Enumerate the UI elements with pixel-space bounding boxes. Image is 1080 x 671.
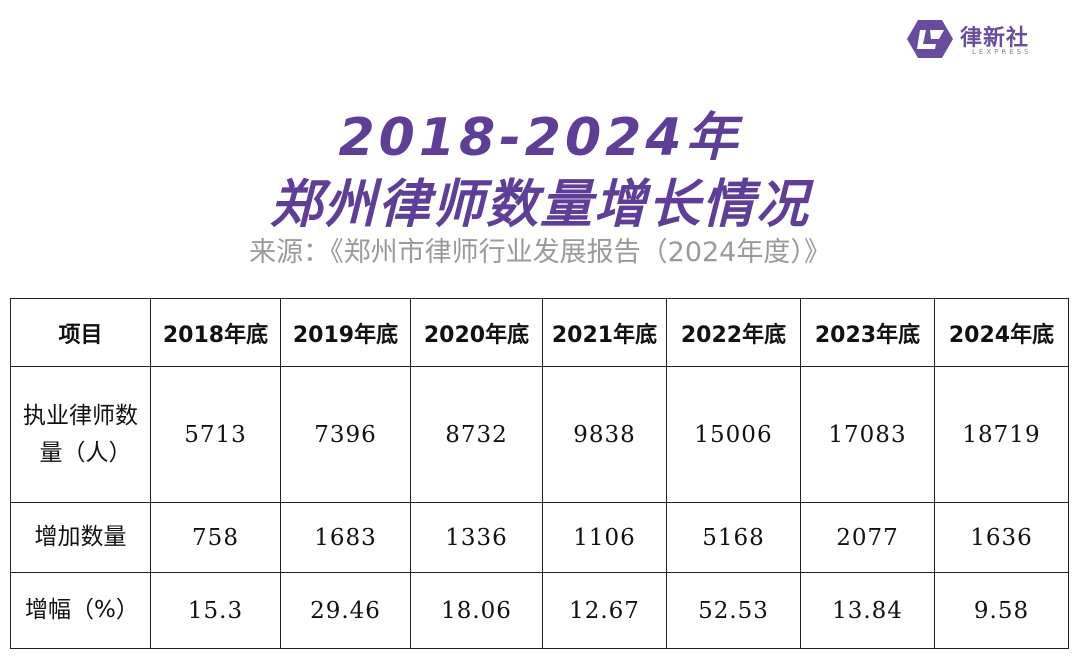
header-cell: 项目 bbox=[10, 298, 151, 367]
table-cell: 15.3 bbox=[150, 572, 281, 649]
header-cell: 2024年底 bbox=[934, 298, 1069, 367]
brand-logo: 律新社 LEXPRESS bbox=[906, 16, 1062, 64]
page-title-line1: 2018-2024年 bbox=[338, 108, 742, 168]
table-cell: 18719 bbox=[934, 366, 1069, 503]
table-row: 增幅（%） 15.3 29.46 18.06 12.67 52.53 13.84… bbox=[10, 572, 1069, 649]
table-cell: 12.67 bbox=[542, 572, 667, 649]
table-cell: 2077 bbox=[800, 502, 935, 573]
table-cell: 17083 bbox=[800, 366, 935, 503]
table-header-row: 项目 2018年底 2019年底 2020年底 2021年底 2022年底 20… bbox=[10, 298, 1069, 367]
table-cell: 1636 bbox=[934, 502, 1069, 573]
header-cell: 2022年底 bbox=[666, 298, 801, 367]
header-cell: 2020年底 bbox=[410, 298, 543, 367]
table-cell: 15006 bbox=[666, 366, 801, 503]
table-cell: 8732 bbox=[410, 366, 543, 503]
table-row: 执业律师数 量（人） 5713 7396 8732 9838 15006 170… bbox=[10, 366, 1069, 503]
row-label: 增幅（%） bbox=[10, 572, 151, 649]
table-cell: 13.84 bbox=[800, 572, 935, 649]
logo-subtitle: LEXPRESS bbox=[972, 48, 1032, 56]
header-cell: 2021年底 bbox=[542, 298, 667, 367]
table-cell: 18.06 bbox=[410, 572, 543, 649]
header-cell: 2023年底 bbox=[800, 298, 935, 367]
table-cell: 9838 bbox=[542, 366, 667, 503]
header-cell: 2019年底 bbox=[280, 298, 411, 367]
table-cell: 7396 bbox=[280, 366, 411, 503]
table-cell: 9.58 bbox=[934, 572, 1069, 649]
header-cell: 2018年底 bbox=[150, 298, 281, 367]
table-cell: 5168 bbox=[666, 502, 801, 573]
table-cell: 1683 bbox=[280, 502, 411, 573]
row-label: 增加数量 bbox=[10, 502, 151, 573]
row-label: 执业律师数 量（人） bbox=[10, 366, 151, 503]
table-cell: 1336 bbox=[410, 502, 543, 573]
table-cell: 29.46 bbox=[280, 572, 411, 649]
lexpress-logo-icon bbox=[907, 20, 953, 58]
table-row: 增加数量 758 1683 1336 1106 5168 2077 1636 bbox=[10, 502, 1069, 573]
table-cell: 5713 bbox=[150, 366, 281, 503]
page-title-line2: 郑州律师数量增长情况 bbox=[269, 175, 810, 235]
table-cell: 758 bbox=[150, 502, 281, 573]
source-caption: 来源：《郑州市律师行业发展报告（2024年度）》 bbox=[249, 237, 831, 268]
lawyer-stats-table: 项目 2018年底 2019年底 2020年底 2021年底 2022年底 20… bbox=[10, 298, 1069, 649]
logo-name: 律新社 bbox=[960, 26, 1030, 51]
row-label-line: 执业律师数 bbox=[23, 402, 138, 429]
row-label-line: 量（人） bbox=[39, 439, 132, 466]
table-cell: 1106 bbox=[542, 502, 667, 573]
table-cell: 52.53 bbox=[666, 572, 801, 649]
